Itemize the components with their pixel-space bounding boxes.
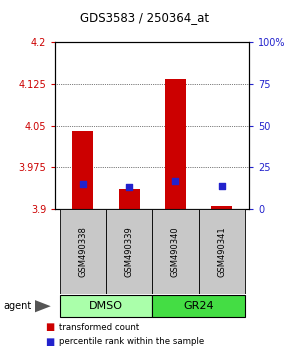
Text: ■: ■ [45,322,54,332]
Text: ■: ■ [45,337,54,347]
Text: GSM490339: GSM490339 [125,226,134,277]
Text: percentile rank within the sample: percentile rank within the sample [59,337,205,346]
Text: GSM490340: GSM490340 [171,226,180,277]
Point [219,183,224,188]
Bar [211,206,232,209]
Bar [119,189,139,209]
Bar [152,209,199,294]
Text: GSM490338: GSM490338 [78,226,87,277]
Text: transformed count: transformed count [59,323,140,332]
Text: agent: agent [3,301,31,311]
Point [81,181,85,187]
Bar [199,209,245,294]
Point [127,184,131,190]
Text: GSM490341: GSM490341 [217,226,226,277]
Bar [60,209,106,294]
Bar [165,79,186,209]
Bar [72,131,93,209]
Bar [152,295,245,318]
Bar [60,295,152,318]
Polygon shape [35,300,51,312]
Text: DMSO: DMSO [89,301,123,311]
Text: GDS3583 / 250364_at: GDS3583 / 250364_at [80,11,210,24]
Text: GR24: GR24 [183,301,214,311]
Point [173,178,178,183]
Bar [106,209,152,294]
